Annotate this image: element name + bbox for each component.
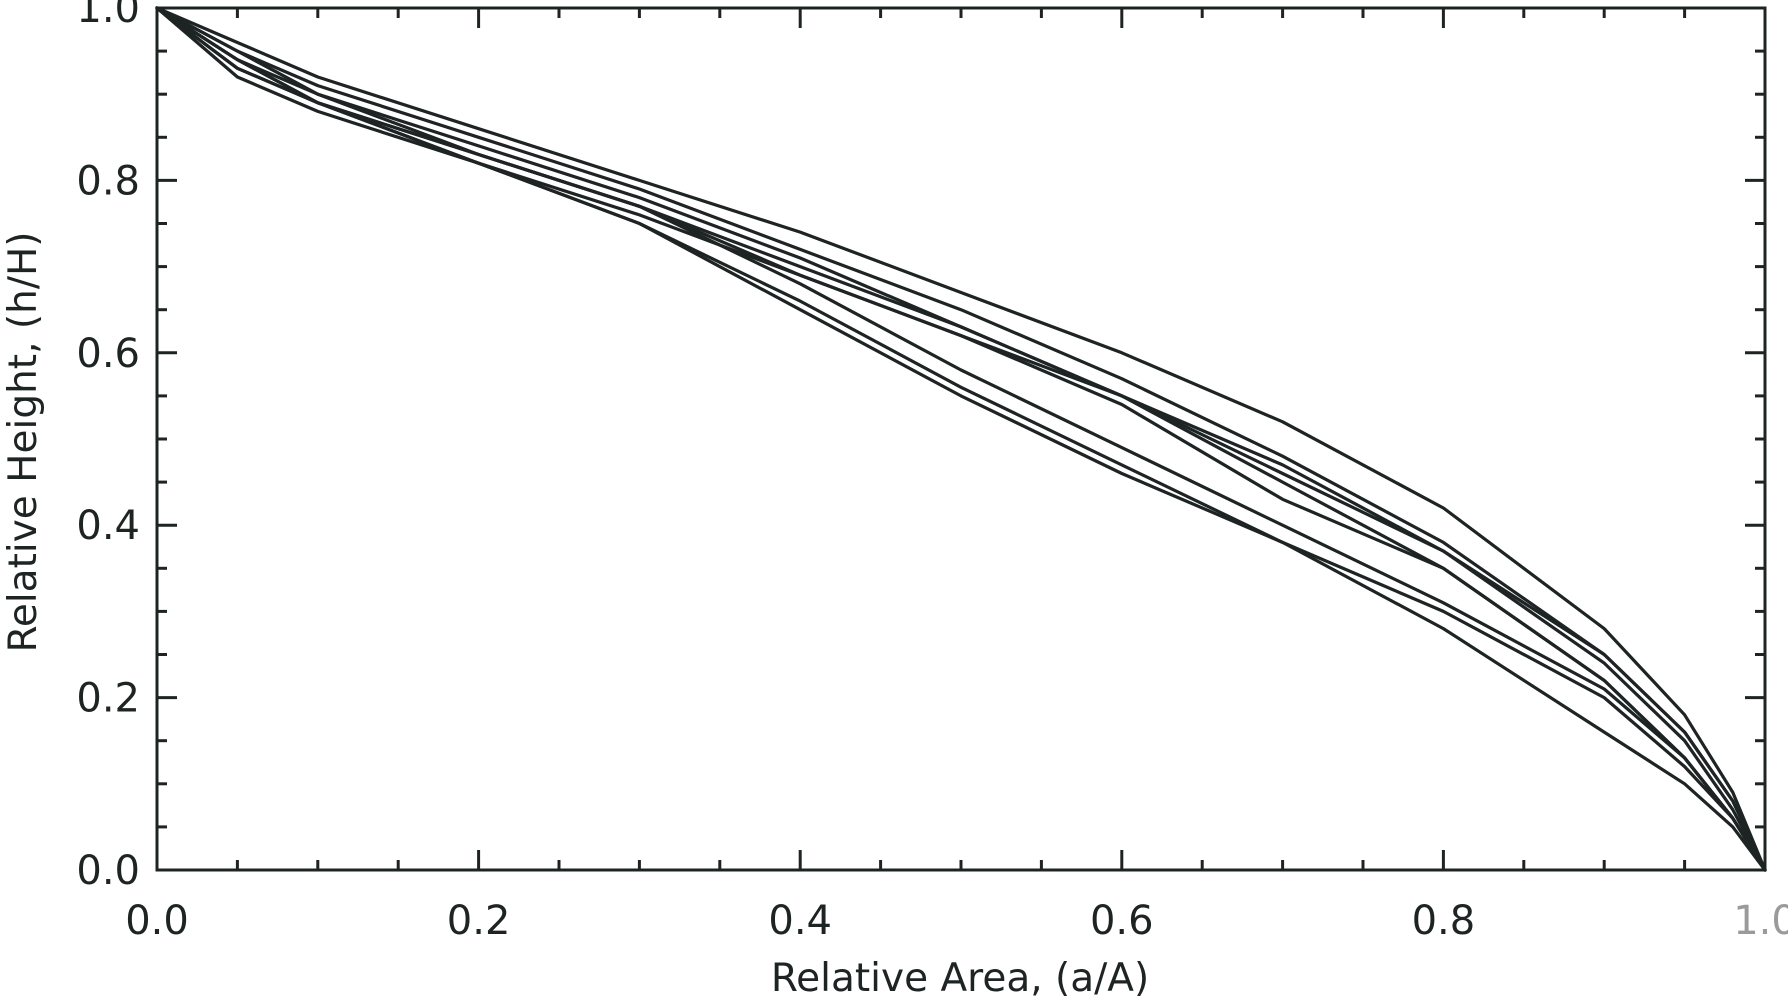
x-tick-label: 0.2: [447, 898, 511, 944]
x-tick-label: 1.0: [1733, 898, 1788, 944]
y-tick-label: 0.0: [76, 848, 140, 894]
series-line-8: [155, 6, 1767, 872]
x-tick-label: 0.8: [1412, 898, 1476, 944]
axes-layer: [155, 6, 1767, 872]
x-tick-label: 0.0: [125, 898, 189, 944]
y-tick-label: 1.0: [76, 0, 140, 32]
x-axis-label: Relative Area, (a/A): [771, 956, 1149, 1001]
y-axis-label: Relative Height, (h/H): [1, 231, 46, 652]
series-line-9: [155, 6, 1767, 872]
tick-label-layer: 0.0 0.2 0.4 0.6 0.8 1.0 0.0 0.2 0.4 0.6 0.8 1.0: [76, 0, 1788, 944]
y-tick-label: 0.8: [76, 158, 140, 204]
x-tick-label: 0.4: [768, 898, 832, 944]
series-layer: [155, 6, 1767, 872]
series-line-1: [155, 6, 1767, 872]
y-tick-label: 0.4: [76, 503, 140, 549]
y-tick-label: 0.2: [76, 676, 140, 722]
series-line-4: [155, 6, 1767, 872]
y-tick-label: 0.6: [76, 331, 140, 377]
x-tick-label: 0.6: [1090, 898, 1154, 944]
